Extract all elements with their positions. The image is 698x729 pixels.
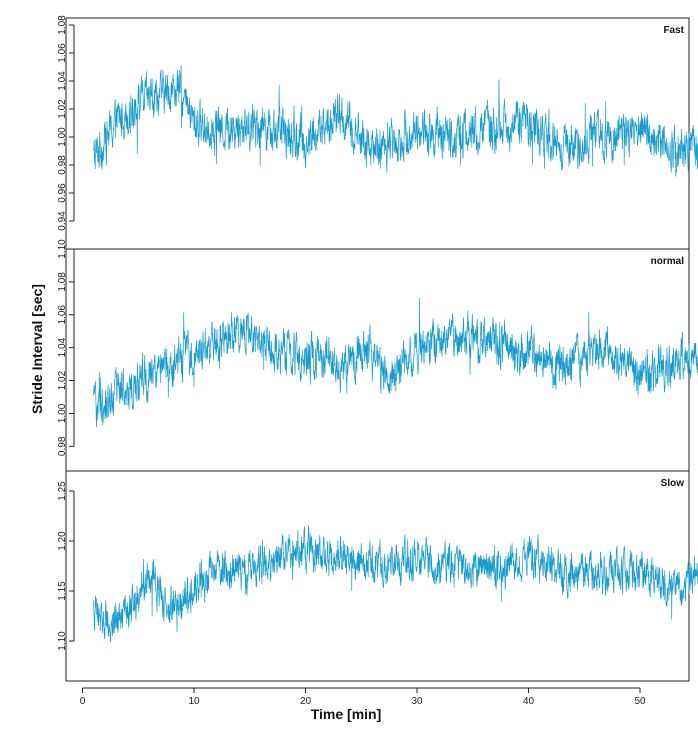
y-tick-label: 0.94 [57,211,68,231]
y-tick-label: 1.25 [57,481,68,501]
y-tick-label: 1.10 [57,631,68,651]
y-tick-label: 1.00 [57,403,68,423]
y-tick-label: 1.06 [57,43,68,63]
panel-slow: Slow 1.10 1.15 1.20 1.25 [57,470,698,682]
panel-normal-label: normal [651,256,685,267]
y-tick-label: 0.96 [57,183,68,203]
y-tick-label: 1.00 [57,127,68,147]
y-tick-label: 1.04 [57,71,68,91]
x-tick-label: 50 [634,696,646,707]
y-tick-label: 1.02 [57,370,68,390]
y-tick-label: 1.08 [57,272,68,292]
x-tick-label: 20 [300,696,312,707]
panel-fast-y-ticks: 0.94 0.96 0.98 1.00 1.02 1.04 1.06 1.08 [57,15,74,231]
x-tick-label: 10 [188,696,200,707]
y-tick-label: 0.98 [57,155,68,175]
x-tick-label: 0 [80,696,86,707]
panel-fast-label: Fast [663,25,684,36]
x-tick-label: 40 [523,696,535,707]
y-tick-label: 0.98 [57,436,68,456]
y-tick-label: 1.04 [57,337,68,357]
x-axis: 0 10 20 30 40 50 [80,687,646,707]
y-tick-label: 1.10 [57,239,68,259]
y-axis-title: Stride Interval [sec] [29,284,45,414]
x-tick-label: 30 [411,696,423,707]
y-tick-label: 1.15 [57,581,68,601]
x-axis-title: Time [min] [311,706,382,722]
y-tick-label: 1.02 [57,99,68,119]
panel-slow-label: Slow [661,478,685,489]
y-tick-label: 1.06 [57,305,68,325]
panel-slow-series-line [93,525,698,643]
panel-fast-series-line [93,65,698,177]
panel-slow-y-ticks: 1.10 1.15 1.20 1.25 [57,481,74,651]
panel-normal-y-ticks: 0.98 1.00 1.02 1.04 1.06 1.08 1.10 [57,239,74,456]
y-tick-label: 1.20 [57,531,68,551]
y-tick-label: 1.08 [57,15,68,35]
panel-normal-series-line [93,298,698,428]
